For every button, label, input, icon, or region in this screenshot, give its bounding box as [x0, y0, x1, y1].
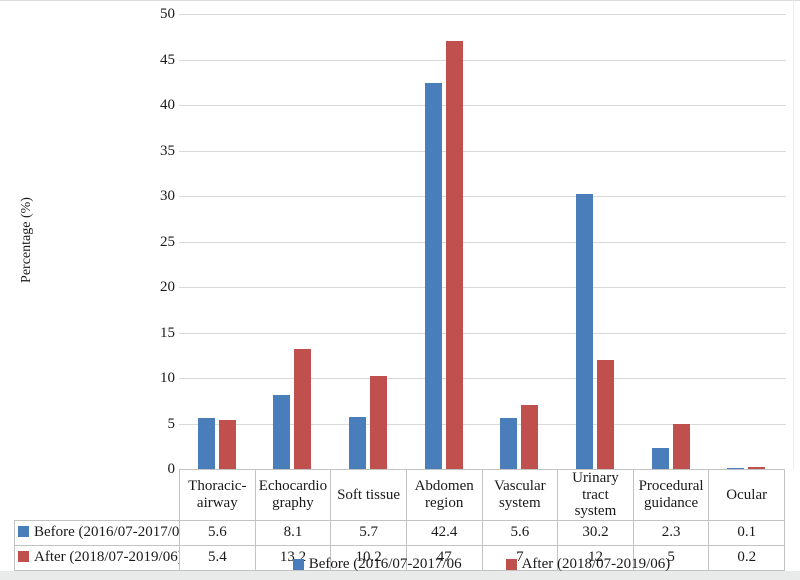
bar-before — [273, 395, 291, 469]
y-axis-tick-label: 10 — [160, 370, 175, 386]
y-axis-tick-label: 45 — [160, 51, 175, 68]
bar-after — [672, 423, 690, 469]
value-cell: 42.4 — [405, 519, 483, 546]
gridline — [179, 59, 786, 61]
category-header-cell: Vascular system — [481, 469, 559, 521]
y-axis-title: Percentage (%) — [19, 197, 34, 283]
gridline — [179, 378, 786, 379]
category-header-cell: Urinary tract system — [557, 469, 634, 521]
legend-item: After (2018/07-2019/06) — [505, 555, 671, 573]
bar-before — [349, 417, 367, 469]
figure-bottom-edge — [0, 571, 800, 580]
value-cell: 5.7 — [330, 519, 407, 546]
legend-color-marker — [292, 558, 304, 570]
category-header-cell: Thoracic- airway — [179, 469, 256, 521]
category-header-cell: Procedural guidance — [632, 469, 710, 521]
series-color-marker — [18, 526, 29, 537]
bar-before — [651, 448, 669, 469]
value-cell: 7 — [481, 544, 559, 571]
series-label-cell: After (2018/07-2019/06) — [14, 544, 180, 571]
y-axis-tick-label: 15 — [160, 324, 175, 341]
gridline — [179, 105, 786, 106]
value-cell: 5 — [632, 544, 710, 571]
value-cell: 10.2 — [330, 544, 407, 571]
bar-after — [294, 348, 312, 469]
bar-after — [445, 41, 463, 469]
value-cell: 30.2 — [557, 519, 634, 546]
gridline — [179, 150, 786, 152]
value-cell: 2.3 — [632, 519, 710, 546]
gridline — [179, 423, 786, 425]
y-axis-tick-label: 25 — [160, 233, 175, 250]
category-header-cell: Abdomen region — [405, 469, 483, 521]
value-cell: 5.6 — [481, 519, 559, 546]
table-row-before: Before (2016/07-2017/06 5.6 8.1 5.7 42.4 5.6 3… — [14, 519, 785, 546]
value-cell: 47 — [405, 544, 483, 571]
legend-item: Before (2016/07-2017/06 — [292, 555, 462, 573]
bar-before — [575, 194, 593, 469]
gridline — [179, 332, 786, 334]
gridline — [179, 287, 786, 288]
gridline — [179, 241, 786, 243]
series-color-marker — [18, 551, 29, 562]
bar-after — [370, 376, 388, 469]
bar-after — [596, 359, 614, 469]
y-axis-tick-label: 0 — [167, 461, 176, 477]
bar-after — [748, 467, 766, 469]
legend-label: Before (2016/07-2017/06 — [308, 555, 462, 572]
table-corner-cell — [14, 469, 180, 521]
y-axis-tick-label: 30 — [160, 188, 175, 204]
bar-after — [218, 419, 236, 469]
bar-before — [197, 418, 215, 469]
value-cell: 5.6 — [179, 519, 256, 546]
category-header-cell: Ocular — [708, 469, 785, 521]
y-axis-tick-label: 20 — [160, 279, 175, 295]
y-axis-tick-label: 50 — [160, 6, 175, 22]
series-label-cell: Before (2016/07-2017/06 — [14, 519, 180, 546]
figure-top-edge — [0, 0, 800, 1]
bar-after — [521, 405, 539, 469]
bar-before — [727, 468, 745, 469]
value-cell: 8.1 — [254, 519, 332, 546]
bar-before — [500, 418, 518, 469]
figure-right-edge — [793, 0, 794, 470]
y-axis-tick-label: 40 — [160, 97, 175, 113]
legend-label: After (2018/07-2019/06) — [521, 555, 671, 572]
value-cell: 0.2 — [708, 544, 785, 571]
legend-color-marker — [505, 558, 517, 570]
y-axis-tick-label: 35 — [160, 142, 175, 159]
value-cell: 0.1 — [708, 519, 785, 546]
category-header-cell: Echocardio graphy — [254, 469, 332, 521]
table-header-row: Thoracic- airway Echocardio graphy Soft ti… — [14, 469, 785, 521]
value-cell: 12 — [557, 544, 634, 571]
gridline — [179, 196, 786, 197]
category-header-cell: Soft tissue — [330, 469, 407, 521]
chart-legend: Before (2016/07-2017/06 After (2018/07-20… — [179, 555, 784, 573]
gridline — [179, 14, 786, 15]
y-axis-tick-label: 5 — [167, 415, 176, 432]
bar-before — [424, 83, 442, 469]
